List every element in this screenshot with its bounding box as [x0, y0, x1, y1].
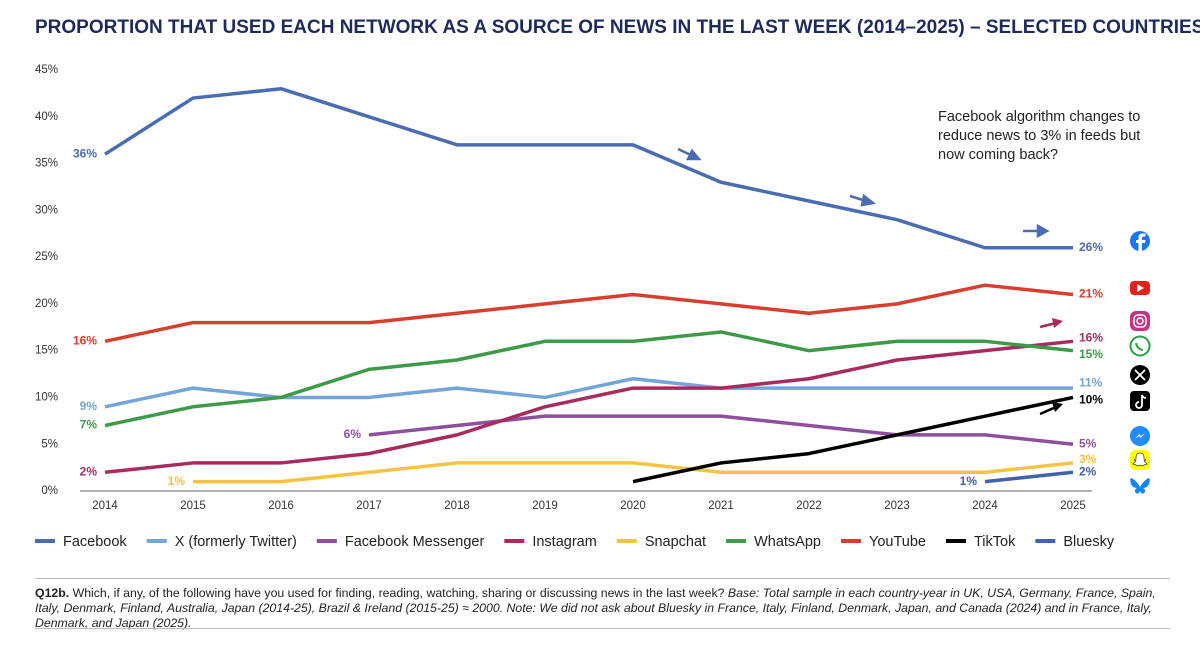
x-tick-label: 2019 — [532, 500, 558, 512]
x-tick-label: 2016 — [268, 500, 294, 512]
value-label: 2% — [80, 464, 98, 478]
x-tick-label: 2014 — [92, 500, 118, 512]
value-label: 15% — [1079, 347, 1103, 361]
legend-label: Facebook Messenger — [345, 534, 485, 550]
y-tick-label: 10% — [35, 391, 58, 403]
platform-icons — [1129, 231, 1151, 494]
footnote-label: Q12b. — [35, 586, 70, 600]
y-tick-label: 40% — [35, 111, 58, 123]
value-label: 36% — [73, 146, 97, 160]
x-tick-label: 2021 — [708, 500, 734, 512]
series-line — [193, 461, 1074, 484]
x-tick-label: 2023 — [884, 500, 910, 512]
series-line — [104, 339, 1074, 475]
series-line — [984, 470, 1074, 484]
legend-label: Facebook — [63, 534, 127, 550]
value-label: 26% — [1079, 240, 1103, 254]
series-line — [104, 376, 1073, 409]
x-tick-label: 2017 — [356, 500, 382, 512]
footnote-base: Base: Total sample in each country-year … — [35, 586, 1156, 630]
x-tick-label: 2024 — [972, 500, 998, 512]
series-line — [104, 86, 1073, 250]
legend-label: TikTok — [974, 534, 1016, 550]
x-tick-label: 2025 — [1060, 500, 1086, 512]
chart: PROPORTION THAT USED EACH NETWORK AS A S… — [35, 17, 1200, 550]
annotation-arrows — [677, 147, 1050, 239]
series-line — [104, 330, 1074, 428]
y-tick-label: 45% — [35, 64, 58, 76]
value-label: 16% — [1079, 330, 1103, 344]
x-tick-label: 2015 — [180, 500, 206, 512]
value-label: 10% — [1079, 393, 1103, 407]
value-label: 7% — [80, 418, 98, 432]
footnote-rule — [35, 578, 1170, 579]
legend-label: Instagram — [532, 534, 596, 550]
value-label: 11% — [1079, 375, 1103, 389]
footnote-rule — [35, 628, 1170, 629]
value-label: 1% — [960, 474, 978, 488]
annotation: reduce news to 3% in feeds but — [938, 128, 1140, 144]
value-label: 2% — [1079, 464, 1097, 478]
series-line — [632, 395, 1074, 484]
value-label: 5% — [1079, 436, 1097, 450]
footnote: Q12b. Which, if any, of the following ha… — [35, 586, 1175, 631]
value-label: 6% — [344, 427, 362, 441]
value-label: 21% — [1079, 287, 1103, 301]
footnote-question: Which, if any, of the following have you… — [69, 586, 728, 600]
series-line — [368, 414, 1074, 446]
value-label: 16% — [73, 333, 97, 347]
y-tick-label: 25% — [35, 251, 58, 263]
annotation: now coming back? — [938, 147, 1058, 163]
value-label: 3% — [1079, 452, 1097, 466]
legend-label: Snapchat — [645, 534, 706, 550]
value-label: 1% — [168, 474, 186, 488]
series-line — [104, 283, 1074, 344]
x-tick-label: 2022 — [796, 500, 822, 512]
annotation: Facebook algorithm changes to — [938, 109, 1140, 125]
y-tick-label: 0% — [41, 485, 58, 497]
y-tick-label: 35% — [35, 158, 58, 170]
y-tick-label: 5% — [41, 438, 58, 450]
x-tick-label: 2020 — [620, 500, 646, 512]
chart-title: PROPORTION THAT USED EACH NETWORK AS A S… — [35, 17, 1200, 38]
legend-label: YouTube — [869, 534, 926, 550]
x-tick-label: 2018 — [444, 500, 470, 512]
annotation-arrows — [1039, 318, 1063, 416]
y-tick-label: 20% — [35, 298, 58, 310]
legend-label: X (formerly Twitter) — [175, 534, 297, 550]
value-label: 9% — [80, 399, 98, 413]
y-tick-label: 30% — [35, 204, 58, 216]
y-tick-label: 15% — [35, 345, 58, 357]
legend-label: Bluesky — [1063, 534, 1115, 550]
legend-label: WhatsApp — [754, 534, 821, 550]
